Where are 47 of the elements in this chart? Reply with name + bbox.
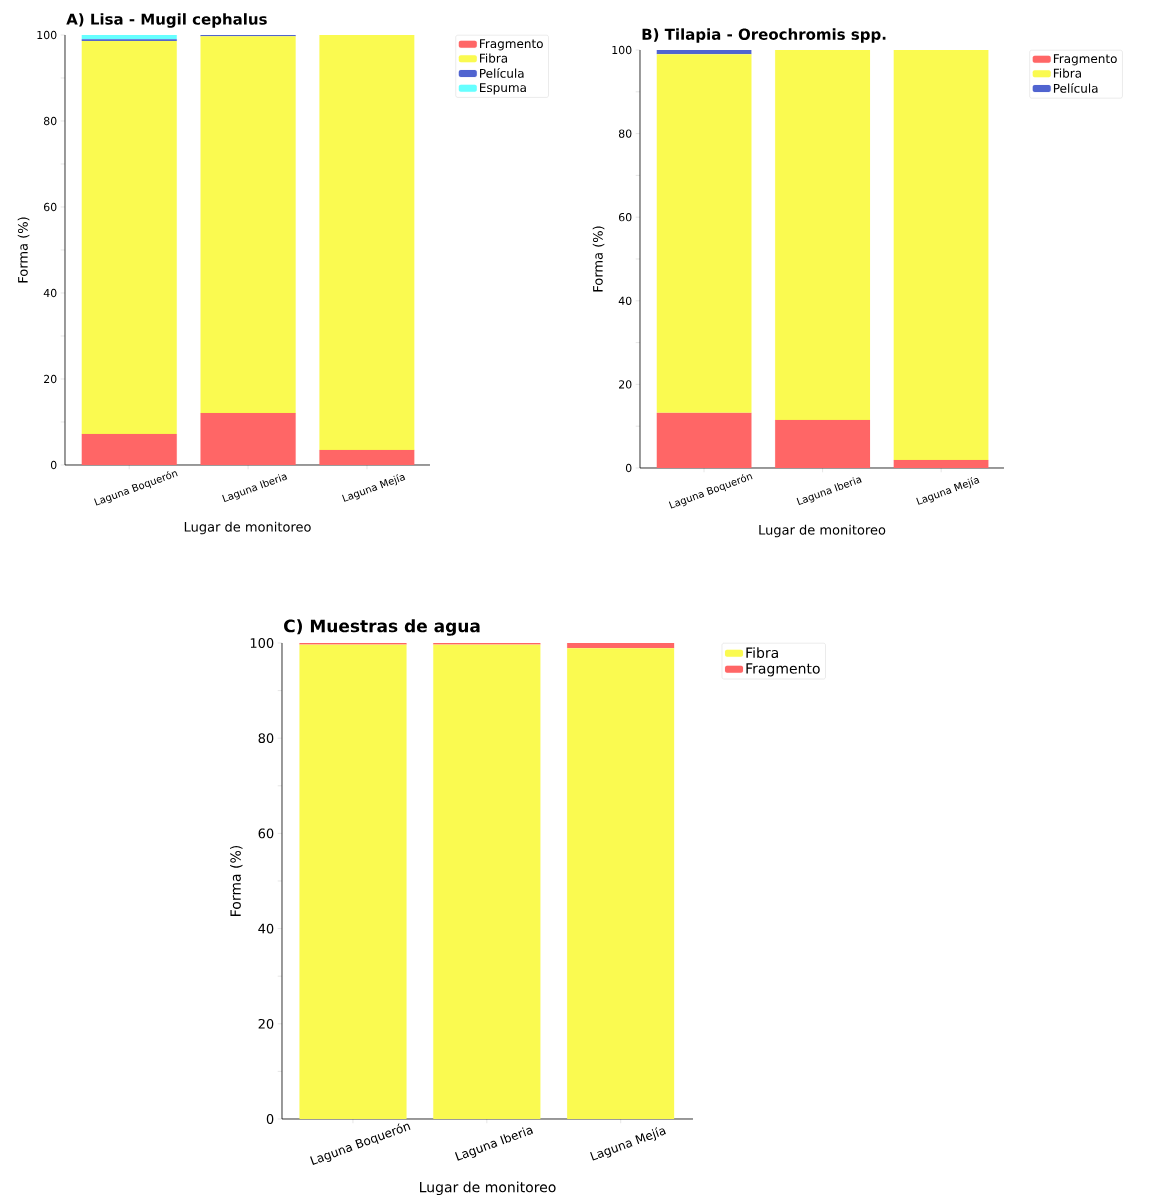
bar — [656, 54, 752, 413]
y-tick-label: 40 — [43, 288, 57, 298]
bar — [656, 412, 752, 468]
x-axis-title: Lugar de monitoreo — [759, 524, 886, 538]
y-tick-label: 20 — [258, 1018, 274, 1029]
legend-label: Película — [480, 68, 524, 78]
legend-label: Fibra — [480, 53, 508, 63]
x-tick-label: Laguna Iberia — [222, 474, 288, 503]
bar — [893, 50, 989, 461]
bar — [775, 419, 871, 468]
y-tick-label: 60 — [258, 828, 274, 839]
bar — [775, 50, 871, 420]
y-tick-label: 0 — [625, 463, 632, 473]
x-tick-label: Laguna Mejía — [342, 473, 406, 502]
y-tick-label: 100 — [612, 45, 632, 55]
y-tick-label: 60 — [618, 213, 632, 222]
y-tick-label: 80 — [43, 116, 57, 126]
y-tick-label: 40 — [618, 296, 632, 305]
legend-label: Espuma — [480, 83, 526, 95]
bar — [81, 35, 177, 40]
legend-label: Fragmento — [1053, 54, 1117, 66]
legend-label: Película — [1053, 83, 1098, 93]
y-tick-label: 20 — [44, 374, 57, 384]
legend-label: Fragmento — [480, 39, 543, 51]
x-tick-label: Laguna Iberia — [796, 477, 862, 506]
bar — [893, 460, 989, 468]
y-axis-title: Forma (%) — [592, 226, 605, 292]
legend-label: Fragmento — [746, 663, 820, 677]
x-tick-label: Laguna Mejía — [916, 476, 980, 505]
y-tick-label: 40 — [258, 923, 274, 934]
y-tick-label: 0 — [266, 1114, 274, 1124]
y-tick-label: 80 — [258, 733, 274, 744]
x-axis-title: Lugar de monitoreo — [184, 521, 311, 535]
legend-label: Fibra — [746, 647, 778, 659]
y-axis-title: Forma (%) — [17, 217, 30, 283]
chart-title: C) Muestras de agua — [284, 619, 480, 636]
x-axis-title: Lugar de monitoreo — [420, 1181, 556, 1196]
chart-title: A) Lisa - Mugil cephalus — [66, 13, 267, 28]
chart-title: B) Tilapia - Oreochromis spp. — [642, 28, 886, 43]
legend-label: Fibra — [1053, 68, 1081, 78]
y-tick-label: 100 — [37, 30, 57, 40]
y-tick-label: 60 — [43, 202, 57, 212]
y-axis-title: Forma (%) — [230, 845, 243, 916]
y-tick-label: 100 — [250, 638, 274, 648]
y-tick-label: 80 — [618, 129, 632, 138]
y-tick-label: 20 — [619, 380, 632, 389]
y-tick-label: 0 — [50, 460, 57, 470]
